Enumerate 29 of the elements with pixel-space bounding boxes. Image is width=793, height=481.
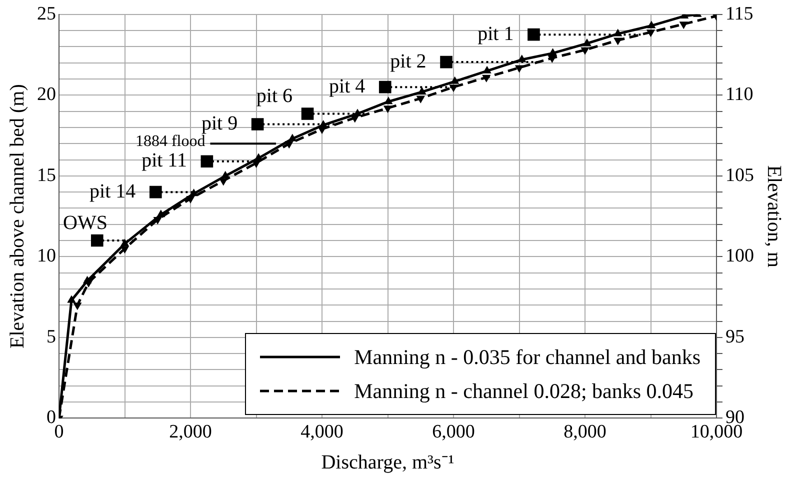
y-tick-label: 0 xyxy=(46,407,56,428)
y-tick-label: 20 xyxy=(37,84,56,106)
y-tick-label: 15 xyxy=(37,164,56,186)
data-label: pit 2 xyxy=(390,50,426,72)
legend-label: Manning n - channel 0.028; banks 0.045 xyxy=(354,378,694,404)
y-tick-label: 25 xyxy=(37,3,56,24)
data-label: pit 11 xyxy=(142,150,187,172)
y-tick-label: 10 xyxy=(37,246,56,267)
series-label: 1884 flood xyxy=(135,132,206,150)
y2-tick-label: 115 xyxy=(726,3,754,24)
data-label: pit 9 xyxy=(201,112,238,134)
y2-tick-label: 105 xyxy=(726,164,754,186)
x-tick-label: 6,000 xyxy=(432,422,475,443)
x-tick-label: 2,000 xyxy=(169,422,212,443)
y2-tick-label: 110 xyxy=(726,84,754,106)
x-tick-label: 8,000 xyxy=(564,422,606,443)
y2-tick-label: 95 xyxy=(726,326,744,348)
y2-axis-title: Elevation, m xyxy=(762,165,785,268)
x-tick-label: 4,000 xyxy=(300,422,344,443)
x-axis-title: Discharge, m³s⁻¹ xyxy=(321,451,454,474)
y2-tick-label: 100 xyxy=(726,246,754,267)
y-axis-title: Elevation above channel bed (m) xyxy=(6,84,28,348)
data-label: pit 6 xyxy=(256,84,293,107)
y-tick-label: 5 xyxy=(46,326,56,348)
data-label: pit 14 xyxy=(90,180,136,202)
data-label: pit 1 xyxy=(478,22,514,45)
legend-label: Manning n - 0.035 for channel and banks xyxy=(354,344,700,370)
data-label: pit 4 xyxy=(329,75,366,98)
data-label: OWS xyxy=(63,212,108,234)
